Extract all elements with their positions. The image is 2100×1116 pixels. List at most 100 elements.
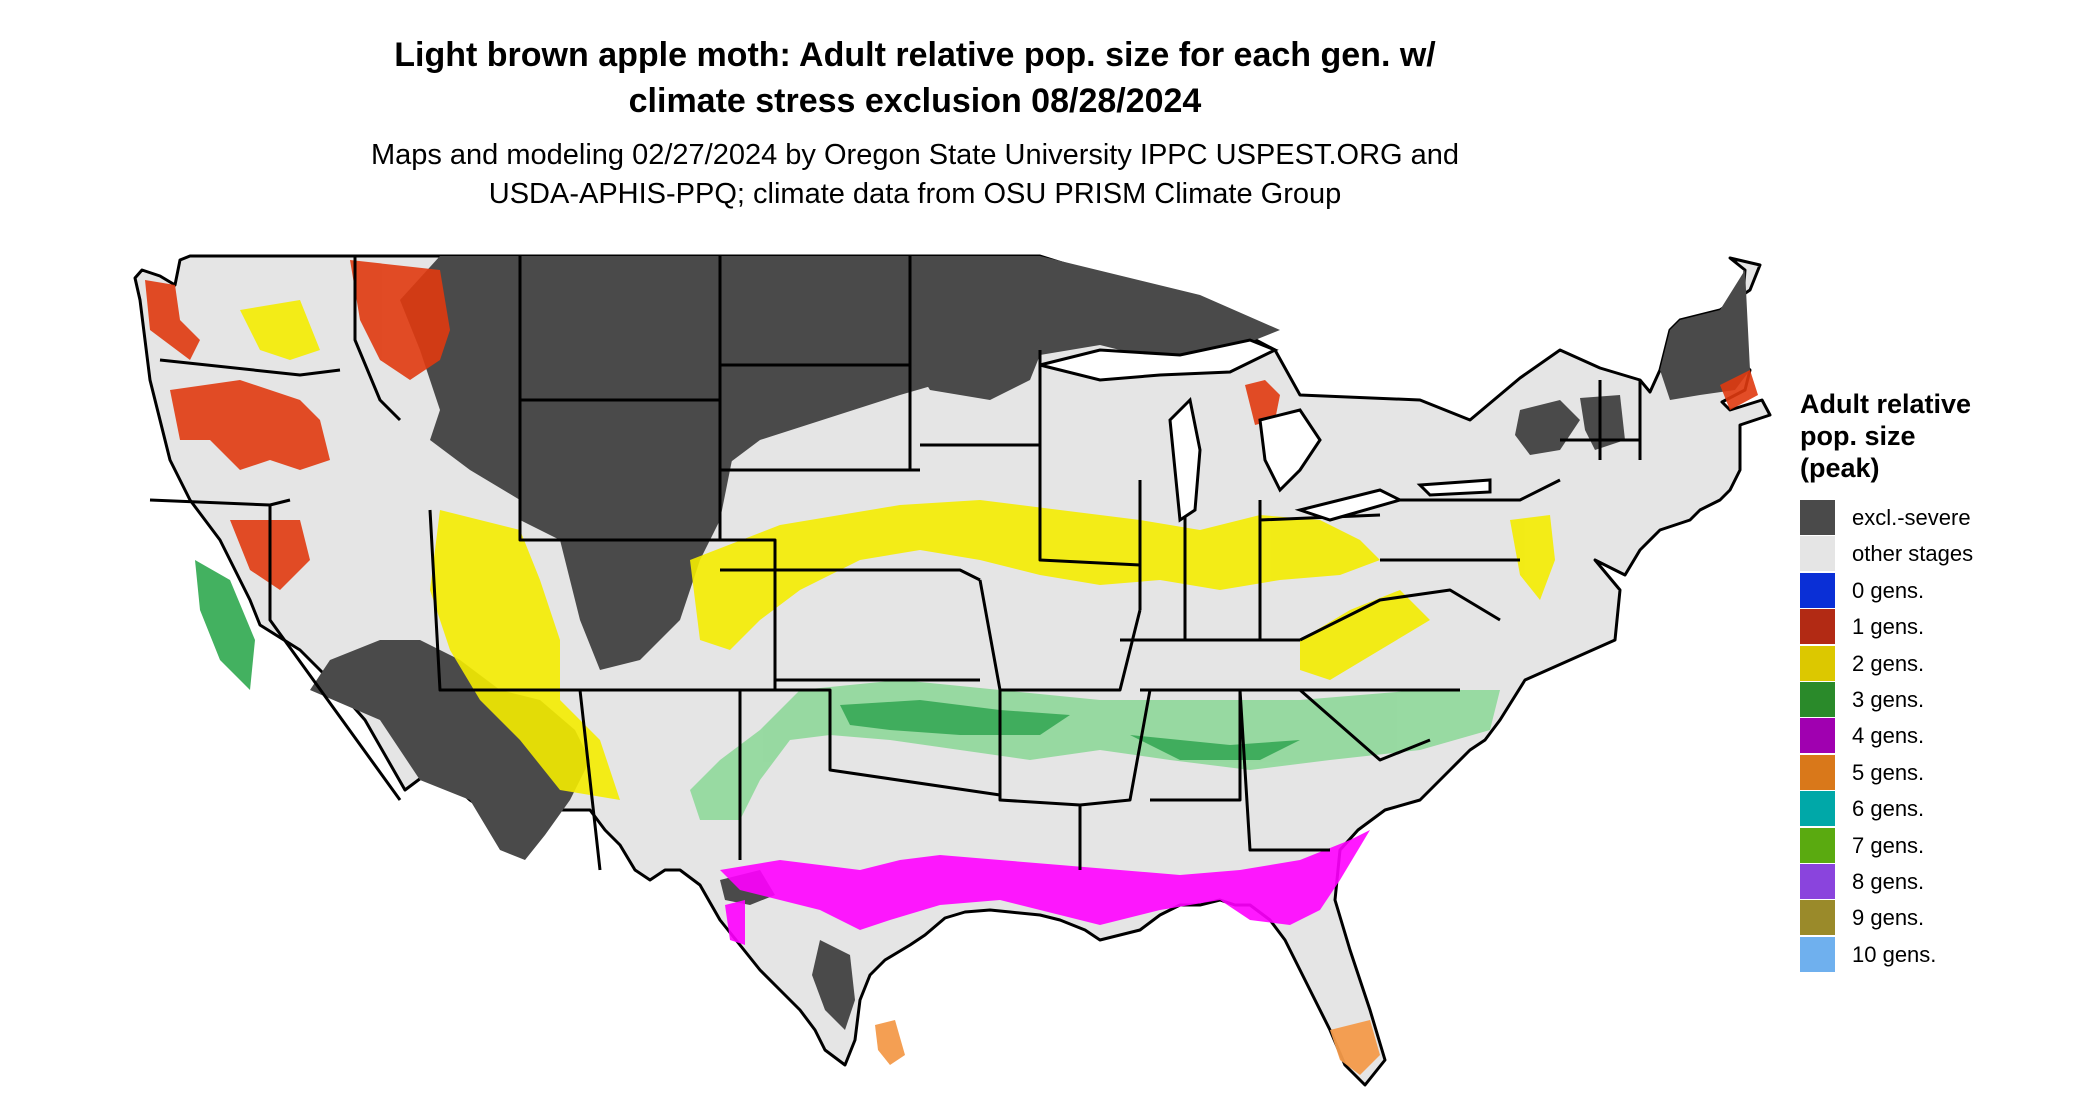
legend-label: 2 gens.	[1852, 650, 1925, 676]
state-border-minnesota-iowa	[920, 350, 1141, 567]
legend-label: 0 gens.	[1852, 577, 1925, 603]
state-border-nebraska-kansas	[720, 568, 981, 682]
legend-items: excl.-severe other stages 0 gens. 1 gens. 2 …	[1800, 500, 2060, 973]
state-borders	[149, 256, 1642, 871]
state-border-virginia	[1299, 588, 1501, 642]
legend-item: 10 gens.	[1800, 936, 2060, 973]
excluded-severe-regions	[310, 256, 1750, 1030]
legend-swatch	[1800, 936, 1835, 972]
state-border-pennsylvania-ny	[1380, 478, 1561, 562]
legend-title-line-1: Adult relative	[1800, 389, 1972, 419]
four-gen-gulf-coast	[720, 830, 1370, 930]
legend-item: 8 gens.	[1800, 863, 2060, 900]
legend-swatch	[1800, 609, 1835, 645]
legend-swatch	[1800, 500, 1835, 535]
excluded-region-vermont-nh	[1580, 395, 1625, 450]
state-border-oklahoma-texas	[740, 688, 1001, 797]
legend-label: 7 gens.	[1852, 832, 1925, 858]
legend-title: Adult relative pop. size (peak)	[1800, 388, 2060, 484]
lake-erie	[1294, 488, 1405, 522]
legend-label: 9 gens.	[1852, 905, 1925, 931]
legend-label: other stages	[1852, 541, 1974, 567]
excluded-region-maine	[1660, 270, 1750, 400]
map-subtitle-line-1: Maps and modeling 02/27/2024 by Oregon S…	[370, 139, 1460, 171]
legend-item: 0 gens.	[1800, 572, 2060, 609]
legend-label: 3 gens.	[1852, 686, 1925, 712]
legend-item: 6 gens.	[1800, 791, 2060, 827]
one-gen-oregon	[170, 380, 330, 470]
five-gen-south-florida	[1330, 1020, 1380, 1075]
three-gen-southern-core	[840, 700, 1070, 735]
map-subtitle-line-2: USDA-APHIS-PPQ; climate data from OSU PR…	[488, 178, 1342, 210]
legend-swatch	[1800, 791, 1835, 827]
two-gen-central-belt	[690, 500, 1380, 650]
lake-huron	[1258, 408, 1322, 493]
one-gen-idaho	[350, 260, 450, 380]
legend-item: 2 gens.	[1800, 645, 2060, 682]
lake-michigan	[1168, 396, 1202, 523]
legend-swatch	[1800, 900, 1835, 936]
legend-item: 9 gens.	[1800, 900, 2060, 936]
two-gen-great-basin	[430, 510, 620, 800]
legend-title-line-2: pop. size	[1800, 421, 1916, 451]
state-border-arkansas-louisiana	[998, 690, 1082, 870]
excluded-region-south-texas	[812, 940, 855, 1030]
legend-swatch	[1800, 827, 1835, 863]
legend-item: excl.-severe	[1800, 500, 2060, 536]
one-gen-michigan	[1245, 380, 1280, 425]
legend-label: excl.-severe	[1852, 505, 1971, 530]
one-gen-pacific-northwest	[145, 280, 200, 360]
two-gen-northeast	[1510, 515, 1555, 600]
three-generation-regions	[195, 560, 1500, 820]
state-border-idaho-montana	[353, 256, 402, 422]
state-border-new-england	[1560, 380, 1642, 460]
state-border-mississippi-alabama	[1079, 689, 1242, 807]
legend-item: 5 gens.	[1800, 754, 2060, 791]
excluded-region-minnesota-wisconsin	[900, 256, 1280, 400]
two-gen-appalachia	[1300, 590, 1430, 680]
state-border-colorado	[580, 538, 777, 690]
one-generation-regions	[145, 260, 1758, 590]
state-border-nevada	[268, 505, 402, 801]
state-border-washington-oregon	[159, 358, 341, 377]
legend-swatch	[1800, 572, 1835, 608]
two-generation-regions	[240, 300, 1555, 800]
four-generation-regions	[720, 830, 1370, 945]
legend-item: 3 gens.	[1800, 681, 2060, 718]
legend-swatch	[1800, 681, 1835, 717]
map-subtitle: Maps and modeling 02/27/2024 by Oregon S…	[280, 136, 1550, 214]
state-border-missouri	[978, 579, 1142, 692]
legend-swatch	[1800, 536, 1835, 572]
three-gen-mississippi-core	[1130, 735, 1300, 760]
legend-label: 5 gens.	[1852, 759, 1925, 785]
legend: Adult relative pop. size (peak) excl.-se…	[1800, 388, 2060, 973]
legend-label: 10 gens.	[1852, 941, 1937, 967]
map-title-line-1: Light brown apple moth: Adult relative p…	[394, 36, 1436, 74]
lake-superior	[1039, 338, 1279, 382]
legend-swatch	[1800, 645, 1835, 681]
legend-swatch	[1800, 754, 1835, 790]
five-generation-regions	[875, 1020, 1380, 1075]
legend-label: 8 gens.	[1852, 868, 1925, 894]
three-gen-california-valley	[195, 560, 255, 690]
legend-item: 1 gens.	[1800, 609, 2060, 645]
legend-item: 7 gens.	[1800, 827, 2060, 864]
five-gen-south-texas-tip	[875, 1020, 905, 1065]
legend-label: 1 gens.	[1852, 614, 1925, 640]
legend-item: 4 gens.	[1800, 718, 2060, 754]
legend-swatch	[1800, 863, 1835, 899]
excluded-region-wyoming-colorado	[520, 420, 740, 670]
state-border-dakotas	[718, 256, 920, 472]
four-gen-west-texas-spot	[725, 900, 745, 945]
legend-swatch	[1800, 718, 1835, 754]
map-title-line-2: climate stress exclusion 08/28/2024	[628, 82, 1202, 120]
legend-label: 4 gens.	[1852, 723, 1925, 749]
great-lakes	[1039, 338, 1492, 523]
two-gen-pacific-northwest	[240, 300, 320, 360]
map-title: Light brown apple moth: Adult relative p…	[280, 32, 1550, 124]
lake-ontario	[1416, 478, 1492, 497]
one-gen-new-england-coast	[1720, 370, 1758, 410]
state-border-georgia-carolinas	[1238, 688, 1431, 852]
legend-title-line-3: (peak)	[1800, 453, 1880, 483]
